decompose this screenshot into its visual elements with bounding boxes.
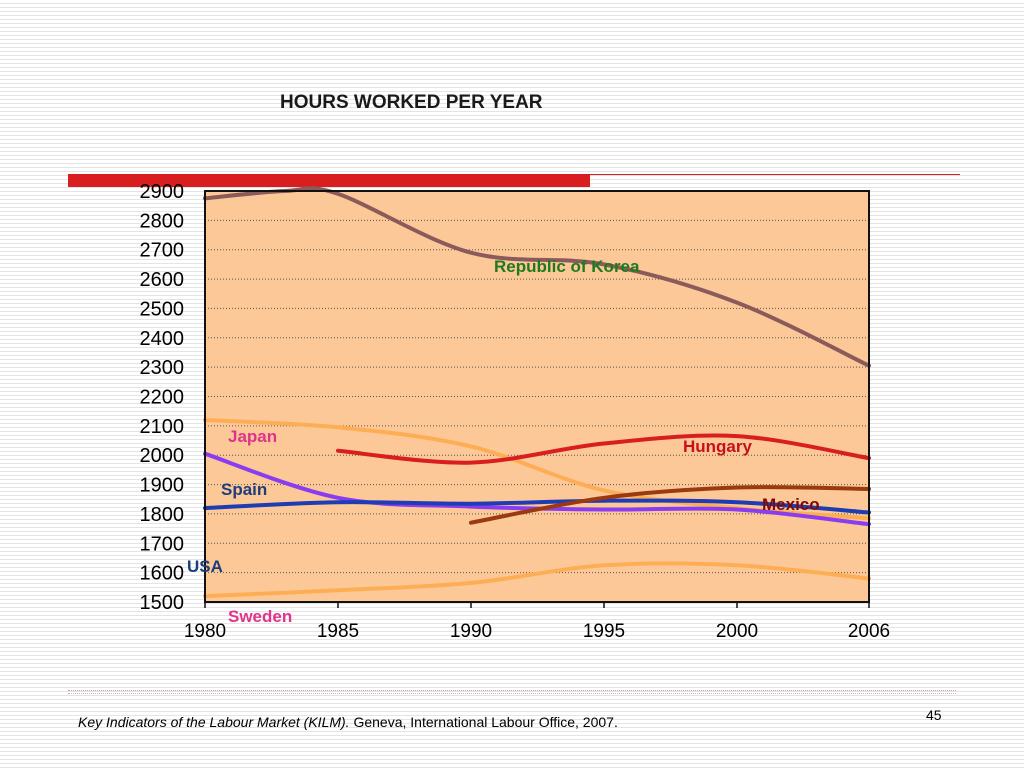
series-label-sweden: Sweden: [228, 607, 292, 626]
y-tick-label: 2400: [140, 328, 185, 350]
series-label-usa: USA: [187, 557, 223, 576]
series-label-japan: Japan: [228, 427, 277, 446]
y-tick-label: 1800: [140, 504, 185, 526]
y-tick-label: 2300: [140, 357, 185, 379]
page-number: 45: [926, 707, 942, 723]
series-line-usa: [203, 498, 871, 515]
series-label-hungary: Hungary: [683, 437, 753, 456]
x-tick-label: 1995: [583, 621, 625, 642]
footer-divider: [68, 693, 956, 694]
footer-divider: [68, 690, 956, 691]
line-chart: 2900 2800 2700 2600 2500 2400 2300 2200 2100 2000…: [140, 181, 891, 642]
series-line-mexico: [469, 485, 871, 525]
y-tick-label: 2200: [140, 387, 185, 409]
series-label-mexico: Mexico: [762, 495, 820, 514]
x-tick-label: 1990: [450, 621, 492, 642]
x-tick-label: 1980: [184, 621, 226, 642]
y-tick-label: 1900: [140, 475, 185, 497]
series-label-republic-of-korea: Republic of Korea: [494, 257, 640, 276]
series-line-sweden: [203, 561, 871, 599]
page-title: HOURS WORKED PER YEAR: [280, 92, 543, 113]
y-tick-label: 1700: [140, 533, 185, 555]
y-tick-label: 2700: [140, 240, 185, 262]
y-tick-label: 2100: [140, 416, 185, 438]
y-tick-label: 2500: [140, 298, 185, 320]
plot-frame: [204, 190, 870, 603]
y-tick-label: 2900: [140, 181, 185, 203]
source-citation: Key Indicators of the Labour Market (KIL…: [78, 714, 618, 730]
series-label-spain: Spain: [221, 480, 267, 499]
series-line-hungary: [336, 433, 871, 465]
x-tick-label: 2006: [848, 621, 890, 642]
source-title: Key Indicators of the Labour Market (KIL…: [78, 714, 350, 730]
y-tick-label: 1500: [140, 592, 185, 614]
y-tick-label: 2800: [140, 210, 185, 232]
source-publisher: Geneva, International Labour Office, 200…: [349, 714, 618, 730]
x-tick-label: 2000: [716, 621, 758, 642]
y-tick-label: 2000: [140, 445, 185, 467]
y-tick-label: 1600: [140, 563, 185, 585]
y-tick-label: 2600: [140, 269, 185, 291]
x-tick-label: 1985: [317, 621, 359, 642]
title-accent-bar: [68, 174, 590, 187]
